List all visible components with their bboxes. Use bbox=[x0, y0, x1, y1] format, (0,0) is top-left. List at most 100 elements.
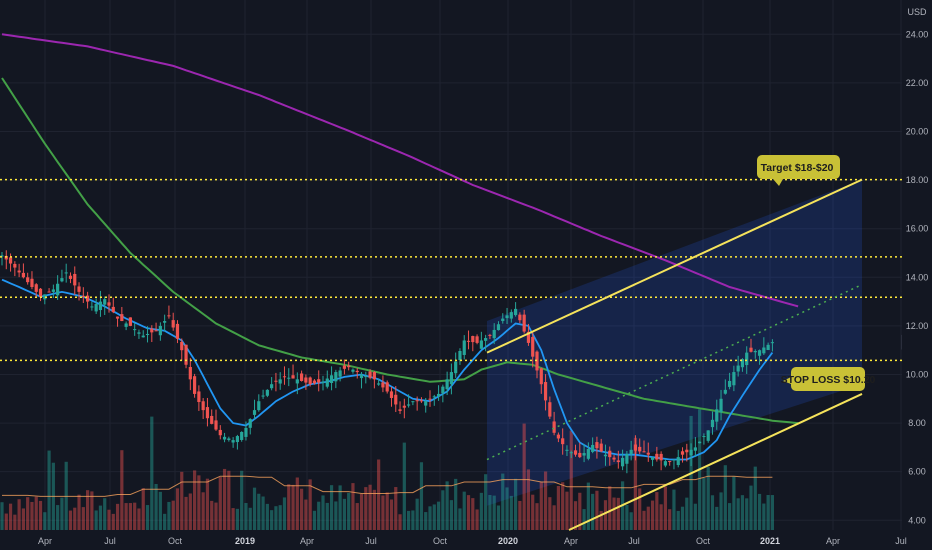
trend-channel[interactable] bbox=[486, 178, 863, 531]
volume-bar bbox=[672, 489, 676, 530]
volume-bar bbox=[128, 503, 132, 530]
candle-body bbox=[188, 367, 192, 380]
candle-body bbox=[603, 454, 608, 457]
volume-bar bbox=[300, 488, 304, 530]
candle bbox=[197, 385, 201, 411]
candle bbox=[278, 372, 282, 390]
candle bbox=[586, 442, 590, 461]
candle-body bbox=[244, 427, 248, 437]
volume-bar bbox=[291, 484, 295, 530]
candle-body bbox=[676, 457, 680, 466]
candle-body bbox=[573, 450, 578, 455]
x-tick-label: Jul bbox=[895, 536, 907, 546]
volume-bar bbox=[650, 500, 655, 530]
price-axis[interactable]: USD 24.00 22.00 20.00 18.00 16.00 14.00 12.00 1… bbox=[902, 0, 932, 550]
candle-body bbox=[34, 284, 38, 292]
volume-bar bbox=[120, 450, 124, 530]
candle bbox=[706, 430, 710, 443]
candle bbox=[90, 301, 94, 311]
candle-body bbox=[672, 459, 676, 461]
volume-bar bbox=[578, 492, 582, 530]
candle-body bbox=[385, 382, 389, 392]
volume-bar bbox=[154, 483, 158, 530]
candle bbox=[73, 266, 77, 295]
stop-loss-annotation[interactable]: STOP LOSS $10.20 bbox=[781, 367, 876, 391]
volume-bar bbox=[287, 484, 291, 530]
candle-body bbox=[163, 321, 167, 323]
volume-bar bbox=[368, 484, 372, 530]
volume-bar bbox=[445, 481, 449, 530]
candle bbox=[184, 344, 188, 369]
time-axis[interactable]: Apr Jul Oct 2019 Apr Jul Oct 2020 Apr Jul Oct 2021 A… bbox=[38, 536, 907, 546]
candle bbox=[407, 394, 411, 408]
candle-body bbox=[715, 409, 719, 422]
candle bbox=[150, 325, 154, 343]
candle-body bbox=[321, 381, 325, 383]
volume-bar bbox=[282, 497, 287, 530]
volume-bar bbox=[30, 501, 34, 530]
candle bbox=[723, 379, 727, 395]
candle-body bbox=[458, 350, 462, 361]
volume-bar bbox=[111, 513, 115, 530]
candle-body bbox=[107, 302, 111, 306]
target-annotation[interactable]: Target $18-$20 bbox=[757, 155, 840, 186]
candle-body bbox=[471, 336, 475, 343]
candle bbox=[561, 428, 565, 455]
candle-body bbox=[432, 396, 436, 398]
candle-body bbox=[484, 338, 488, 341]
volume-bar bbox=[107, 509, 111, 530]
x-tick-label: 2021 bbox=[760, 536, 780, 546]
volume-bar bbox=[539, 481, 543, 530]
currency-label: USD bbox=[907, 7, 927, 17]
volume-bar bbox=[235, 508, 239, 530]
candle bbox=[411, 400, 415, 406]
candle-body bbox=[30, 278, 34, 288]
volume-bar bbox=[625, 504, 629, 530]
channel-lower-line bbox=[568, 393, 863, 531]
candle-body bbox=[128, 317, 132, 326]
candle-body bbox=[282, 376, 287, 378]
candle-body bbox=[638, 446, 642, 452]
candle bbox=[680, 447, 685, 463]
candle bbox=[736, 355, 740, 377]
ma-mid-line bbox=[1, 77, 799, 425]
candle bbox=[565, 445, 569, 457]
candle-body bbox=[398, 409, 402, 411]
candle-body bbox=[120, 314, 124, 322]
candle bbox=[608, 446, 612, 466]
annotations[interactable]: Target $18-$20 STOP LOSS $10.20 bbox=[757, 155, 876, 391]
candle bbox=[646, 442, 650, 462]
volume-bar bbox=[586, 482, 590, 530]
volume-bar bbox=[218, 477, 222, 530]
candle-body bbox=[103, 299, 107, 305]
candle bbox=[81, 287, 85, 303]
candle bbox=[569, 450, 573, 459]
volume-bar bbox=[693, 503, 697, 530]
volume-bar bbox=[150, 416, 154, 530]
candle bbox=[389, 386, 394, 407]
y-tick-label: 16.00 bbox=[906, 224, 929, 234]
candle-body bbox=[698, 441, 702, 444]
candle-body bbox=[201, 401, 205, 411]
candle-body bbox=[252, 410, 257, 415]
candle-body bbox=[745, 352, 749, 366]
candle-body bbox=[757, 350, 762, 356]
volume-bar bbox=[145, 505, 150, 530]
candle-body bbox=[334, 372, 338, 382]
candle-body bbox=[569, 452, 573, 454]
volume-bar bbox=[98, 505, 103, 530]
candle bbox=[47, 288, 51, 293]
candle bbox=[419, 397, 424, 403]
candle-body bbox=[218, 429, 222, 436]
candle bbox=[642, 440, 646, 453]
candle bbox=[240, 431, 244, 442]
volume-bar bbox=[124, 503, 128, 530]
volume-bar bbox=[736, 498, 740, 530]
candle-body bbox=[488, 334, 492, 336]
x-tick-label: Oct bbox=[433, 536, 448, 546]
candle-body bbox=[4, 255, 8, 260]
volume-bar bbox=[141, 488, 145, 530]
candle bbox=[479, 331, 483, 350]
candle bbox=[163, 314, 167, 332]
